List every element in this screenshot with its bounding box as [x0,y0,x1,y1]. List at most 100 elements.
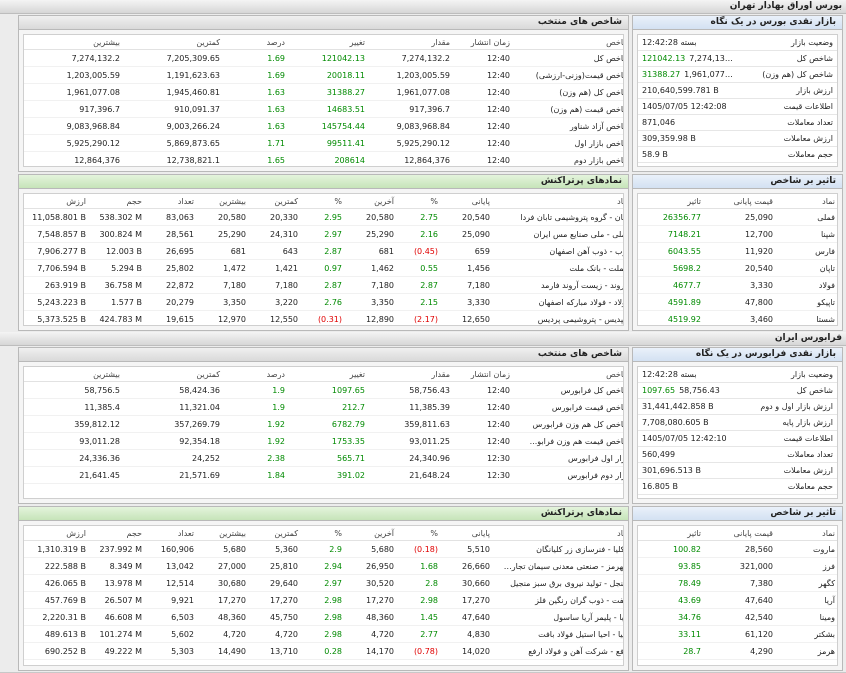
label: حجم معاملات [737,478,837,495]
value: 1405/07/05 12:42:10 [642,434,727,443]
value-cell: 7,708,080.605 B [638,414,738,431]
cell: 3,350 [346,293,398,311]
row: ارزش بازار پایه 7,708,080.605 B [638,414,837,431]
cell: 4,720 [250,625,302,643]
active-table: نمادپایانی%آخرین%کمترینبیشترینتعدادحجمار… [24,526,623,660]
label: ارزش معاملات [737,462,837,479]
row: آریا 47,640 43.69 [638,591,837,609]
cell: 391.02 [289,466,369,484]
label: اطلاعات قیمت [737,430,837,447]
column-header: پایانی [442,526,494,541]
cell: 92,354.18 [124,432,224,450]
table-box: شاخصزمان انتشارمقدارتغییردرصدکمترینبیشتر… [23,34,624,167]
cell: 24,310 [250,225,302,243]
value-cell: 210,640,599.781 B [638,82,738,99]
column-header: نماد [777,526,837,541]
value-cell: 16.805 B [638,478,738,495]
cell: 26,660 [442,557,494,575]
overview-table: وضعیت بازار بسته 12:42:28 شاخص کل 121042.13… [638,35,837,163]
row: داروند - زیست آروند فارمد 7,180 2.87 7,180 2… [24,276,623,294]
cell: 8.349 M [90,557,146,575]
cell: 11,385.39 [369,398,454,416]
cell: 12:30 [454,449,514,467]
label: شاخص کل [737,382,837,399]
indices-table: شاخصزمان انتشارمقدارتغییردرصدکمترینبیشتر… [24,35,623,166]
cell: 7,180 [442,276,494,294]
cell: 1.63 [224,117,289,135]
cell: (0.45) [398,242,442,260]
panel-title: تاثیر بر شاخص [633,175,842,189]
row: شاخص کل 121042.13 7,274,132.2 [638,50,837,67]
row: بازار اول فرابورس 12:30 24,340.96 565.71 2.3… [24,449,623,467]
table-box: نمادپایانی%آخرین%کمترینبیشترینتعدادحجمار… [23,525,624,666]
cell: 100.82 [638,540,705,558]
cell: 5.294 B [90,259,146,277]
value-cell: 309,359.98 B [638,130,738,147]
label: ارزش بازار [737,82,837,99]
row: شاخص کل فرابورس 12:40 58,756.43 1097.65 1.9 5… [24,381,623,399]
cell: 212.7 [289,398,369,416]
row: ارزش بازار 210,640,599.781 B [638,82,837,99]
cell: 26,695 [146,242,198,260]
row: صنجل - تولید نیروی برق سبز منجیل 30,660 2.… [24,574,623,592]
column-header: تاثیر [638,194,705,209]
cell: 1.65 [224,151,289,166]
row: تعداد معاملات 560,499 [638,446,837,463]
tbody: ماروت 28,560 100.82 فرز 321,000 93.85 کگهر 7,38… [638,540,837,660]
cell: شاخص کل فرابورس [514,381,623,399]
cell: 3,220 [250,293,302,311]
indices-panel: شاخص های منتخب شاخصزمان انتشارمقدارتغییرد… [18,347,629,504]
cell: 17,270 [442,591,494,609]
cell: شاخص قیمت(وزنی-ارزشی) [514,66,623,84]
panel-title: شاخص های منتخب [19,16,628,30]
cell: 4,720 [346,625,398,643]
cell: 20,580 [346,208,398,226]
tbody: وضعیت بازار بسته 12:42:28 شاخص کل 1097.65 58… [638,367,837,495]
cell: 13,710 [250,642,302,660]
cell: 9,083,968.84 [369,117,454,135]
column-header: % [302,194,346,209]
cell: (0.31) [302,310,346,325]
cell: 20018.11 [289,66,369,84]
cell: 78.49 [638,574,705,592]
cell: 1.9 [224,381,289,399]
cell: 1.69 [224,66,289,84]
impact-panel: تاثیر بر شاخص نماد قیمت پایانی تاثیر فملی 25,… [632,174,843,331]
cell: 2.8 [398,574,442,592]
cell: 42,540 [705,608,777,626]
cell: 93.85 [638,557,705,575]
cell: 93,011.25 [369,432,454,450]
cell: 30,520 [346,574,398,592]
tbody: وضعیت بازار بسته 12:42:28 شاخص کل 121042.13… [638,35,837,163]
row: تاپیکو 47,800 4591.89 [638,293,837,311]
column-header: تعداد [146,526,198,541]
cell: 2.38 [224,449,289,467]
row: شستا 3,460 4519.92 [638,310,837,325]
cell: 30,680 [198,574,250,592]
row: وبملت - بانک ملت 1,456 0.55 1,462 0.97 1,421 1… [24,259,623,277]
cell: 145754.44 [289,117,369,135]
cell: 22,872 [146,276,198,294]
label: اطلاعات قیمت [737,98,837,115]
cell: 6,503 [146,608,198,626]
cell: 20,580 [198,208,250,226]
cell: 11,385.4 [24,398,124,416]
cell: تاپان [777,259,837,277]
column-header: زمان انتشار [454,367,514,382]
cell: 1.577 B [90,293,146,311]
cell: 34.76 [638,608,705,626]
cell: 25,090 [705,208,777,226]
cell: 0.28 [302,642,346,660]
column-header: قیمت پایانی [705,526,777,541]
value-cell: 871,046 [638,114,738,131]
cell: 12,864,376 [369,151,454,166]
cell: 30,660 [442,574,494,592]
table-box: نماد قیمت پایانی تاثیر ماروت 28,560 100.82 فرز… [637,525,838,666]
cell: 49.222 M [90,642,146,660]
column-header: پایانی [442,194,494,209]
cell: 26356.77 [638,208,705,226]
cell: شاخص کل [514,49,623,67]
cell: 2.16 [398,225,442,243]
cell: آریا [777,591,837,609]
